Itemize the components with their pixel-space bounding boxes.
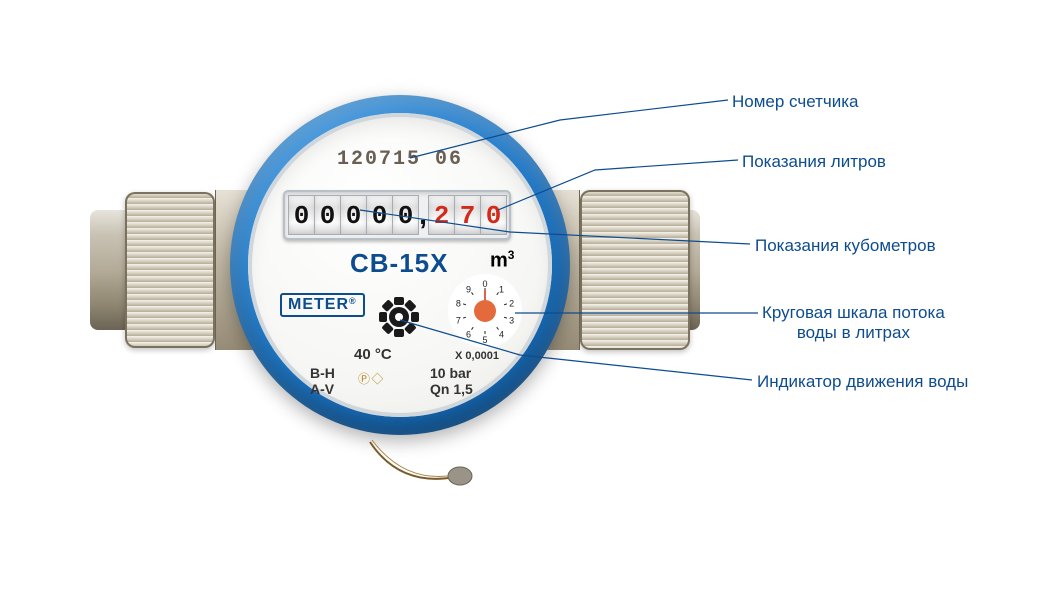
brand-logo: METER® — [280, 293, 365, 317]
temperature-label: 40 °C — [354, 346, 392, 363]
model-label: CB-15X — [350, 248, 448, 279]
diagram-canvas: 120715 06 00000,270 CB-15X m3 METER® 012… — [0, 0, 1059, 596]
svg-text:0: 0 — [482, 279, 487, 289]
label-indicator: Индикатор движения воды — [757, 372, 968, 392]
circular-dial: 0 12 34 5 67 89 — [448, 274, 522, 348]
unit-m: m — [490, 250, 508, 272]
counter-digit: 0 — [366, 195, 393, 235]
marking-bh: B-H — [310, 365, 335, 381]
svg-text:6: 6 — [466, 330, 471, 340]
flow-indicator-knob — [376, 294, 422, 340]
unit-label: m3 — [490, 248, 514, 273]
svg-text:8: 8 — [456, 298, 461, 308]
svg-text:9: 9 — [466, 284, 471, 294]
svg-text:5: 5 — [482, 335, 487, 345]
certification-marks: Ⓟ ◇ — [358, 370, 382, 387]
seal-wire — [360, 432, 510, 502]
counter-digit-red: 7 — [454, 195, 481, 235]
marking-av: A-V — [310, 381, 334, 397]
dial-center — [474, 300, 496, 322]
counter-digit: 0 — [392, 195, 419, 235]
counter-digit: 0 — [314, 195, 341, 235]
serial-number: 120715 06 — [310, 148, 490, 171]
svg-text:1: 1 — [499, 284, 504, 294]
label-liters: Показания литров — [742, 152, 886, 172]
label-serial: Номер счетчика — [732, 92, 859, 112]
threaded-nut-left — [125, 192, 215, 348]
dial-caption: X 0,0001 — [455, 350, 499, 362]
flow-rating: Qn 1,5 — [430, 381, 473, 397]
label-cubic: Показания кубометров — [755, 236, 936, 256]
svg-text:2: 2 — [509, 298, 514, 308]
threaded-nut-right — [580, 190, 690, 350]
unit-sup: 3 — [508, 248, 515, 262]
svg-text:7: 7 — [456, 316, 461, 326]
svg-text:3: 3 — [509, 316, 514, 326]
counter-digit: 0 — [288, 195, 315, 235]
counter-digit-red: 2 — [428, 195, 455, 235]
label-dial: Круговая шкала потока воды в литрах — [762, 303, 945, 343]
brand-text: METER — [288, 296, 349, 313]
counter-separator: , — [418, 195, 428, 235]
counter-digit: 0 — [340, 195, 367, 235]
counter-digit-red: 0 — [480, 195, 507, 235]
svg-text:4: 4 — [499, 330, 504, 340]
digit-counter: 00000,270 — [283, 190, 511, 240]
pressure-label: 10 bar — [430, 365, 471, 381]
